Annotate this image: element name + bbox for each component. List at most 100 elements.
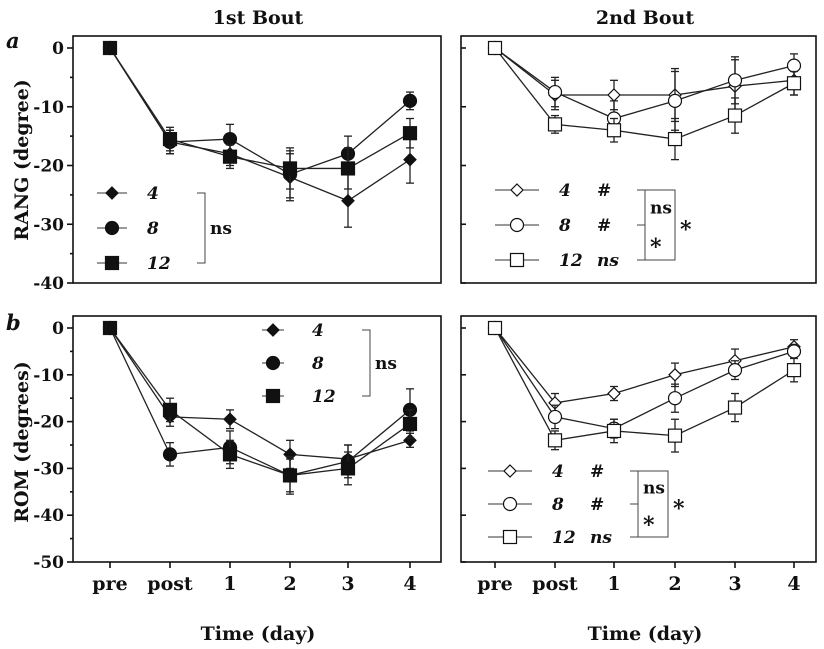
y-tick-label: -30 [33, 215, 64, 235]
column-title-1st-bout: 1st Bout [213, 7, 304, 29]
legend-marker-8 [104, 220, 120, 236]
legend-tag-8: # [597, 216, 611, 236]
point-4 [341, 193, 355, 208]
plot-frame [460, 315, 817, 563]
point-12 [282, 468, 298, 483]
series-8-line [494, 47, 795, 120]
y-tick-label: -20 [33, 413, 64, 433]
point-12 [487, 40, 503, 56]
legend-label-4: 4 [312, 321, 324, 341]
x-tick-label: 2 [668, 573, 681, 595]
legend: 4 8 12 ns [262, 321, 397, 407]
point-12 [340, 461, 356, 476]
x-tick-label: pre [477, 573, 512, 595]
point-12 [547, 433, 563, 448]
significance-bracket [637, 189, 676, 261]
y-axis-label-rom: ROM (degrees) [11, 361, 33, 523]
x-axis-title-right: Time (day) [588, 623, 703, 645]
legend-label-12: 12 [312, 387, 336, 407]
point-12 [102, 320, 118, 336]
legend-marker-4 [105, 186, 119, 200]
point-8 [162, 447, 178, 462]
point-12 [667, 131, 683, 147]
point-8 [667, 391, 683, 406]
y-tick-label: -20 [33, 157, 64, 177]
series-12-line [494, 47, 795, 140]
point-12 [340, 161, 356, 176]
significance-bracket [362, 329, 371, 397]
legend-label-4: 4 [552, 462, 564, 482]
legend-label-4: 4 [147, 184, 159, 204]
series-8 [487, 320, 802, 439]
point-12 [222, 149, 238, 164]
y-tick-label: 0 [52, 319, 64, 339]
legend-marker-4 [503, 464, 517, 478]
series-4-line [494, 327, 795, 404]
legend: 4 8 12 ns [97, 184, 232, 274]
legend-marker-12 [502, 529, 518, 545]
significance-star: * [650, 235, 662, 261]
x-tick-label: pre [92, 573, 127, 595]
series-12-line [109, 47, 411, 170]
point-8 [786, 344, 802, 359]
panel-a-1st-bout: 0 -10 -20 -30 -40 4 8 12 ns [33, 35, 442, 294]
series-12 [487, 40, 802, 161]
x-tick-label: 4 [787, 573, 800, 595]
panel-letter-b: b [6, 310, 21, 335]
point-8 [222, 131, 238, 147]
significance-bracket [197, 192, 206, 264]
point-8 [547, 409, 563, 425]
legend-marker-8 [502, 496, 518, 512]
legend-marker-4 [510, 183, 524, 197]
point-12 [402, 416, 418, 432]
significance-ns: ns [210, 219, 232, 239]
point-8 [667, 93, 683, 108]
legend-label-12: 12 [559, 251, 583, 271]
legend-marker-4 [266, 323, 280, 337]
point-12 [487, 320, 503, 336]
series-12-line [494, 327, 795, 442]
series-8-line [494, 327, 795, 430]
significance-bracket [630, 503, 639, 538]
point-4 [403, 152, 417, 167]
point-12 [727, 400, 743, 415]
point-12 [727, 108, 743, 123]
x-tick-label: post [147, 573, 193, 595]
plot-frame [72, 35, 442, 284]
series-12 [102, 40, 418, 190]
significance-bracket [637, 189, 646, 226]
legend-label-12: 12 [147, 254, 171, 274]
point-12 [282, 161, 298, 176]
point-4 [607, 386, 621, 401]
point-12 [786, 363, 802, 378]
legend-marker-12 [265, 388, 281, 404]
legend-marker-8 [509, 217, 525, 233]
legend-marker-12 [509, 252, 525, 268]
panel-a-2nd-bout: 4 #8 #12 ns ns * * [460, 35, 817, 284]
x-tick-label: 3 [728, 573, 741, 595]
point-12 [606, 423, 622, 439]
x-axis-title-left: Time (day) [201, 623, 316, 645]
legend: 4 #8 #12 ns ns * * [495, 181, 692, 271]
point-4 [607, 88, 621, 102]
point-8 [786, 58, 802, 73]
legend-tag-12: ns [590, 528, 612, 548]
point-12 [547, 117, 563, 132]
point-8 [402, 93, 418, 108]
y-tick-label: 0 [52, 39, 64, 59]
significance-bracket [630, 470, 669, 538]
x-tick-label: 2 [283, 573, 296, 595]
series-8-line [109, 327, 411, 477]
series-4 [488, 321, 801, 413]
point-12 [606, 123, 622, 138]
legend-marker-12 [104, 255, 120, 271]
legend-label-12: 12 [552, 528, 576, 548]
y-tick-label: -30 [33, 459, 64, 479]
point-12 [402, 126, 418, 141]
x-tick-label: 4 [403, 573, 416, 595]
series-4 [103, 321, 417, 474]
legend-marker-8 [265, 355, 281, 371]
legend-label-8: 8 [146, 219, 159, 239]
